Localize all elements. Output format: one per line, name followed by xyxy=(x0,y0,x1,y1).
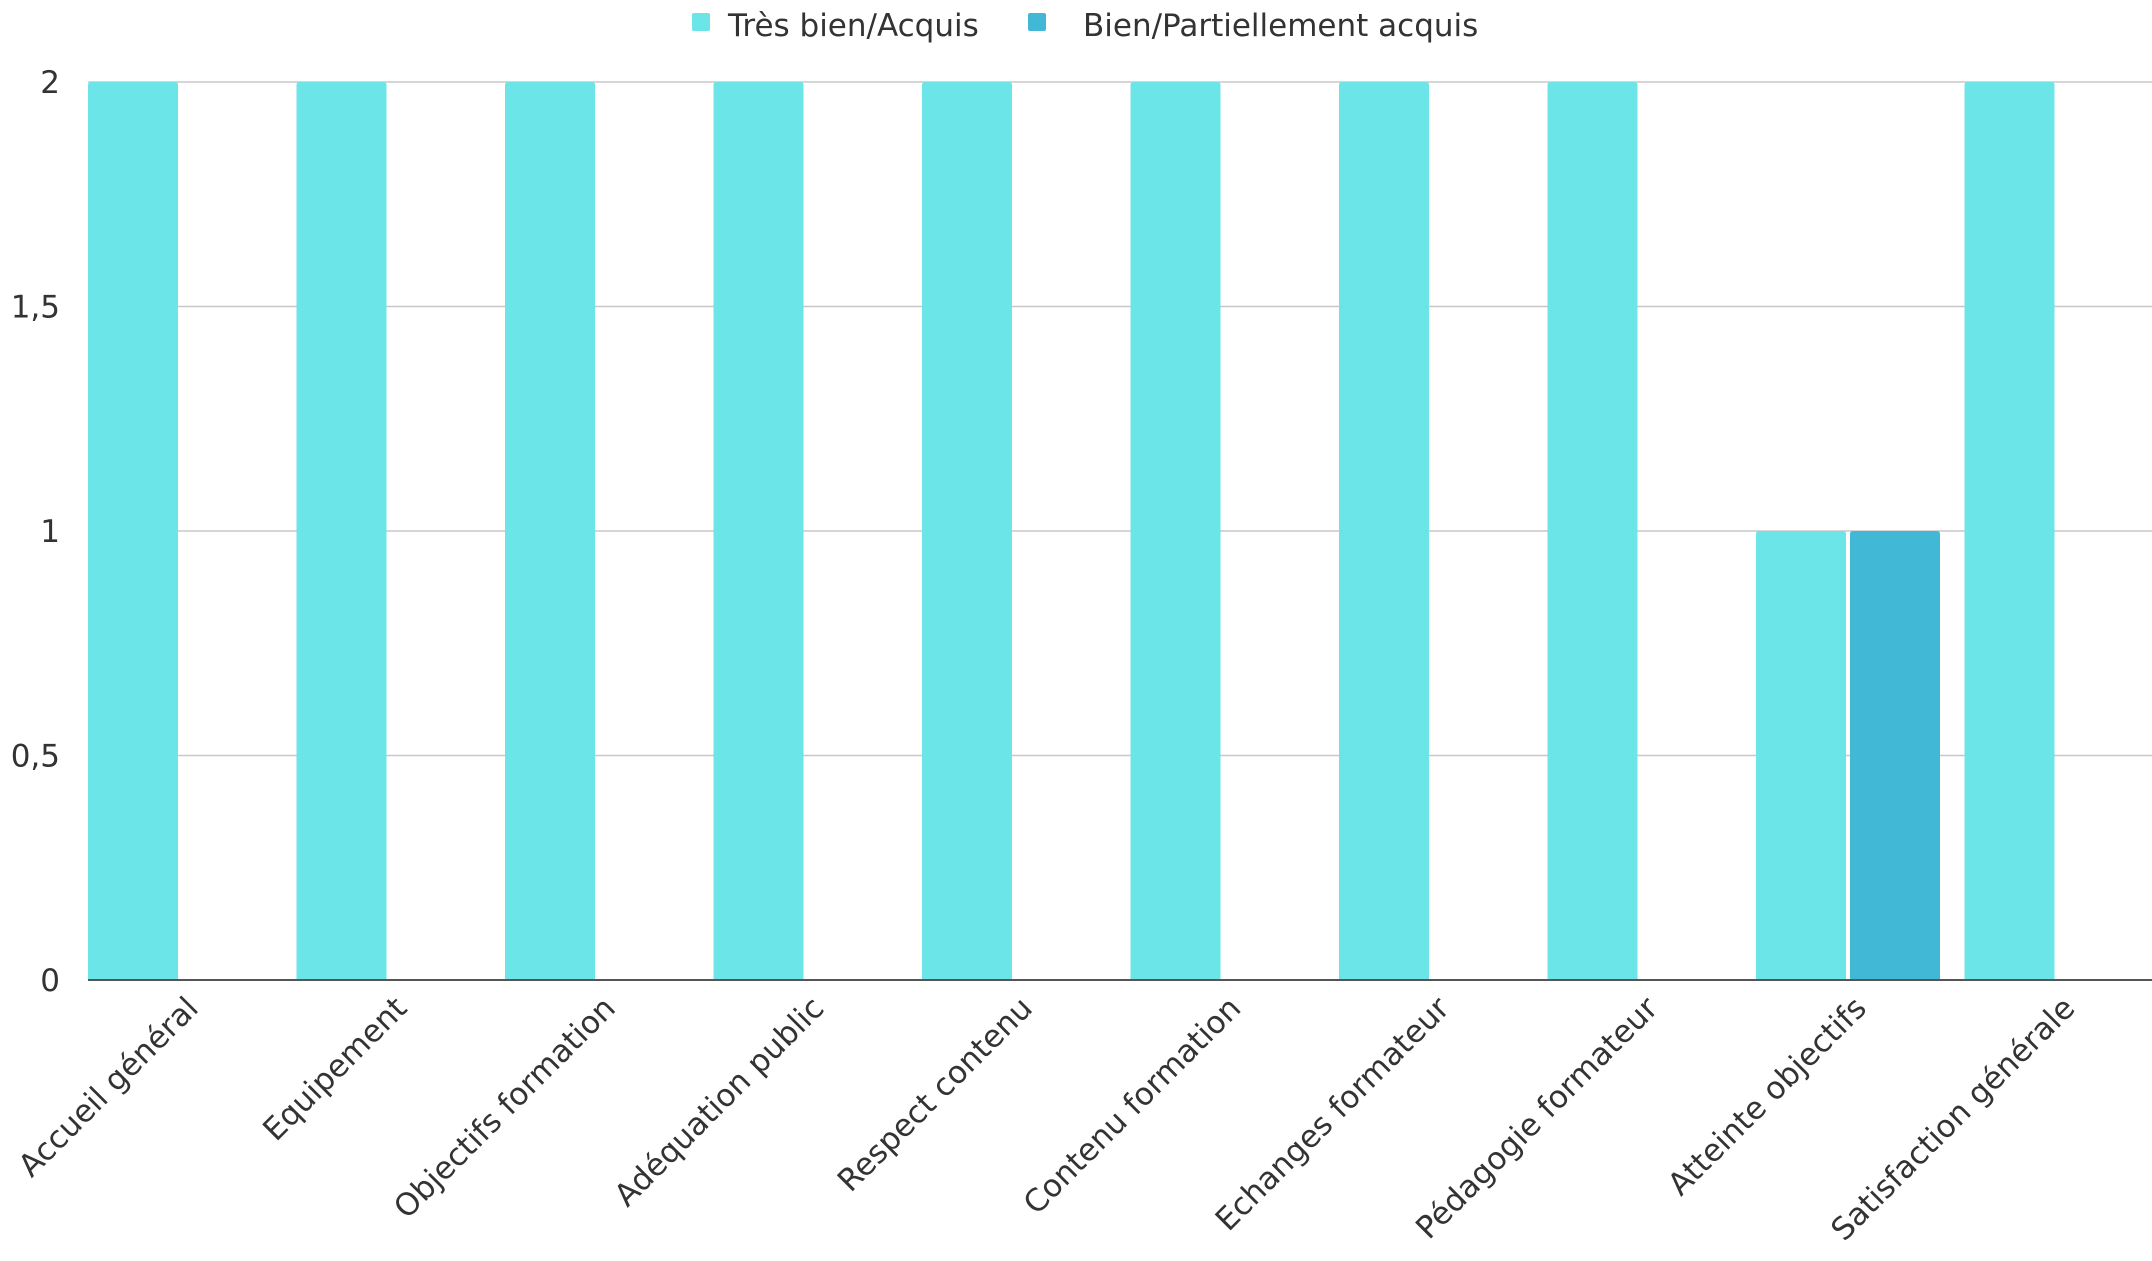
legend-swatch-bien xyxy=(1028,13,1046,31)
bars xyxy=(88,82,2055,980)
legend-swatch-tres-bien xyxy=(692,13,710,31)
bar-bien-8 xyxy=(1850,531,1940,980)
x-category-label: Satisfaction générale xyxy=(1824,990,2082,1248)
legend-label-tres-bien: Très bien/Acquis xyxy=(727,8,979,44)
x-category-label: Equipement xyxy=(256,990,414,1148)
bar-tres-bien-1 xyxy=(296,82,387,980)
x-category-label: Accueil général xyxy=(12,990,206,1184)
y-tick-label: 1 xyxy=(40,514,60,550)
chart-legend: Très bien/Acquis Bien/Partiellement acqu… xyxy=(692,8,1478,44)
y-tick-label: 1,5 xyxy=(11,290,60,326)
bar-tres-bien-2 xyxy=(505,82,595,980)
x-category-label: Echanges formateur xyxy=(1209,990,1457,1238)
bar-tres-bien-0 xyxy=(88,82,178,980)
bar-tres-bien-9 xyxy=(1964,82,2055,980)
x-category-label: Contenu formation xyxy=(1017,990,1248,1221)
bar-tres-bien-4 xyxy=(922,82,1012,980)
legend-label-bien: Bien/Partiellement acquis xyxy=(1083,8,1478,44)
bar-tres-bien-6 xyxy=(1339,82,1429,980)
x-category-label: Atteinte objectifs xyxy=(1661,990,1874,1203)
y-axis: 0 0,5 1 1,5 2 xyxy=(11,65,60,999)
x-category-label: Adéquation public xyxy=(608,990,832,1214)
bar-tres-bien-8 xyxy=(1756,531,1846,980)
y-tick-label: 0 xyxy=(40,963,60,999)
y-tick-label: 0,5 xyxy=(11,739,60,775)
x-category-label: Respect contenu xyxy=(831,990,1040,1199)
y-tick-label: 2 xyxy=(40,65,60,101)
bar-tres-bien-3 xyxy=(713,82,804,980)
x-category-label: Pédagogie formateur xyxy=(1409,990,1665,1246)
x-category-label: Objectifs formation xyxy=(387,990,623,1226)
bar-tres-bien-7 xyxy=(1547,82,1638,980)
bar-tres-bien-5 xyxy=(1130,82,1221,980)
